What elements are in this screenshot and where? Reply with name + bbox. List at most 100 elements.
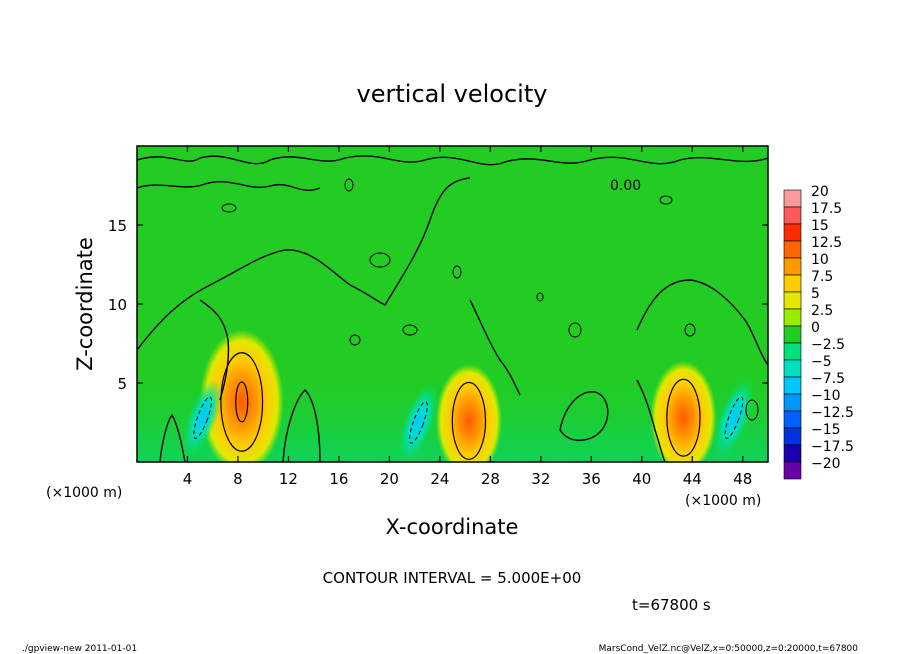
x-tick-label: 20 bbox=[380, 470, 399, 488]
colorbar-label: 20 bbox=[811, 184, 829, 200]
x-tick-label: 48 bbox=[733, 470, 752, 488]
contour-line bbox=[199, 299, 230, 401]
contour-loop bbox=[452, 265, 462, 279]
colorbar-swatch bbox=[783, 325, 802, 344]
colorbar-swatch bbox=[783, 342, 802, 361]
colorbar-label: −7.5 bbox=[811, 371, 845, 387]
contour-loop bbox=[684, 323, 696, 337]
contour-line bbox=[137, 155, 768, 166]
downdraft-contour bbox=[724, 396, 744, 440]
colorbar-swatch bbox=[783, 427, 802, 446]
contour-line bbox=[636, 279, 768, 366]
contour-loop bbox=[369, 252, 391, 268]
contour-line bbox=[384, 177, 471, 306]
updraft-inner-contour bbox=[235, 381, 249, 423]
colorbar-label: −5 bbox=[811, 354, 832, 370]
x-tick-label: 32 bbox=[531, 470, 550, 488]
chart-title: vertical velocity bbox=[357, 80, 548, 108]
x-tick-label: 16 bbox=[329, 470, 348, 488]
contour-interval-text: CONTOUR INTERVAL = 5.000E+00 bbox=[323, 569, 582, 587]
contour-loop bbox=[659, 195, 673, 205]
colorbar-swatch bbox=[783, 240, 802, 259]
colorbar-label: 5 bbox=[811, 286, 820, 302]
colorbar-label: 2.5 bbox=[811, 303, 833, 319]
colorbar-label: 10 bbox=[811, 252, 829, 268]
contour-line bbox=[159, 413, 186, 462]
x-tick-label: 8 bbox=[233, 470, 243, 488]
colorbar: 2017.51512.5107.552.50−2.5−5−7.5−10−12.5… bbox=[783, 184, 854, 480]
x-unit-label-right: (×1000 m) bbox=[685, 493, 761, 509]
footer-left: ./gpview-new 2011-01-01 bbox=[22, 644, 137, 654]
x-unit-label-left: (×1000 m) bbox=[46, 485, 122, 501]
contour-loop bbox=[536, 292, 544, 302]
contour-lines bbox=[137, 155, 768, 462]
contour-line bbox=[137, 249, 386, 351]
colorbar-label: −15 bbox=[811, 422, 841, 438]
x-axis-label: X-coordinate bbox=[386, 515, 519, 539]
contour-loop bbox=[221, 203, 237, 213]
contour-loop bbox=[344, 178, 354, 192]
contour-loop bbox=[349, 334, 361, 346]
x-tick-label: 36 bbox=[582, 470, 601, 488]
x-tick-label: 12 bbox=[279, 470, 298, 488]
contour-line bbox=[469, 299, 521, 396]
y-tick-label: 10 bbox=[108, 296, 127, 314]
colorbar-label: 17.5 bbox=[811, 201, 842, 217]
colorbar-label: −20 bbox=[811, 456, 841, 472]
colorbar-label: 0 bbox=[811, 320, 820, 336]
x-tick-label: 44 bbox=[683, 470, 702, 488]
colorbar-swatch bbox=[783, 308, 802, 327]
colorbar-label: 12.5 bbox=[811, 235, 842, 251]
downdraft-contour bbox=[409, 401, 428, 444]
y-axis-label: Z-coordinate bbox=[73, 237, 97, 371]
y-ticks: 5 10 15 bbox=[108, 217, 768, 393]
x-tick-label: 24 bbox=[430, 470, 449, 488]
contour-line bbox=[282, 389, 321, 462]
colorbar-swatch bbox=[783, 359, 802, 378]
colorbar-label: −10 bbox=[811, 388, 841, 404]
updraft-contour bbox=[666, 378, 701, 457]
contour-line bbox=[559, 391, 609, 442]
updraft-core bbox=[650, 360, 717, 462]
footer-right: MarsCond_VelZ.nc@VelZ,x=0:50000,z=0:2000… bbox=[599, 644, 859, 654]
contour-loop bbox=[402, 324, 418, 336]
contour-line bbox=[137, 181, 321, 191]
colorbar-label: −17.5 bbox=[811, 439, 854, 455]
downdraft-core bbox=[183, 379, 222, 456]
contour-loop bbox=[568, 322, 582, 338]
colorbar-swatch bbox=[783, 206, 802, 225]
small-contour-loops bbox=[221, 178, 759, 421]
x-tick-label: 4 bbox=[183, 470, 193, 488]
colorbar-label: −12.5 bbox=[811, 405, 854, 421]
x-ticks: 4 8 12 16 20 24 28 32 36 40 44 48 bbox=[183, 146, 752, 488]
colorbar-swatch bbox=[783, 410, 802, 429]
updraft-core bbox=[435, 364, 502, 462]
y-tick-label: 15 bbox=[108, 217, 127, 235]
updraft-contour bbox=[451, 381, 487, 460]
colorbar-swatch bbox=[783, 376, 802, 395]
downdraft-core bbox=[398, 383, 439, 462]
contour-line bbox=[636, 379, 666, 462]
colorbar-swatch bbox=[783, 393, 802, 412]
plot-area: 0.00 bbox=[137, 146, 768, 462]
colorbar-swatch bbox=[783, 189, 802, 208]
colorbar-label: 15 bbox=[811, 218, 829, 234]
colorbar-swatch bbox=[783, 274, 802, 293]
y-tick-label: 5 bbox=[117, 375, 127, 393]
downdraft-contour bbox=[193, 396, 212, 440]
colorbar-swatch bbox=[783, 461, 802, 480]
x-tick-label: 40 bbox=[632, 470, 651, 488]
x-tick-label: 28 bbox=[481, 470, 500, 488]
colorbar-label: 7.5 bbox=[811, 269, 833, 285]
updraft-core bbox=[199, 329, 284, 462]
downdraft-core bbox=[714, 378, 754, 457]
colorbar-swatch bbox=[783, 223, 802, 242]
contour-label: 0.00 bbox=[610, 178, 641, 194]
time-text: t=67800 s bbox=[632, 596, 711, 614]
colorbar-swatch bbox=[783, 257, 802, 276]
contour-loop bbox=[745, 399, 759, 421]
colorbar-swatch bbox=[783, 444, 802, 463]
colorbar-label: −2.5 bbox=[811, 337, 845, 353]
colorbar-swatch bbox=[783, 291, 802, 310]
